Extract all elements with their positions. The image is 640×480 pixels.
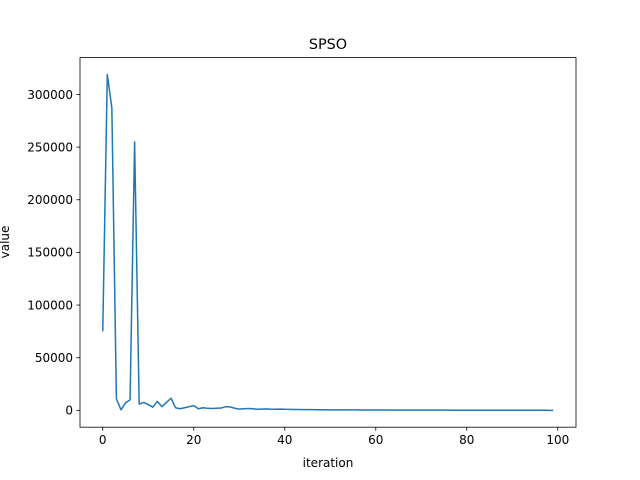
x-tick-label: 80 — [459, 433, 474, 447]
y-tick-label: 250000 — [27, 140, 73, 154]
chart-title: SPSO — [309, 37, 347, 53]
y-tick-label: 100000 — [27, 298, 73, 312]
plot-area — [102, 73, 554, 412]
x-tick-label: 60 — [368, 433, 383, 447]
x-axis-label: iteration — [303, 456, 354, 470]
y-tick-label: 150000 — [27, 246, 73, 260]
x-axis-ticks: 0 20 40 60 80 100 — [99, 427, 569, 447]
y-tick-label: 50000 — [35, 351, 73, 365]
y-tick-label: 300000 — [27, 88, 73, 102]
x-tick-label: 40 — [277, 433, 292, 447]
y-axis-ticks: 0 50000 100000 150000 200000 250000 300000 — [27, 88, 80, 418]
x-tick-label: 100 — [546, 433, 569, 447]
axes-frame — [79, 57, 577, 428]
y-axis-label: value — [0, 226, 12, 259]
y-tick-label: 200000 — [27, 193, 73, 207]
x-tick-label: 20 — [186, 433, 201, 447]
series-line-0 — [102, 73, 554, 412]
y-tick-label: 0 — [65, 404, 73, 418]
x-tick-label: 0 — [99, 433, 107, 447]
